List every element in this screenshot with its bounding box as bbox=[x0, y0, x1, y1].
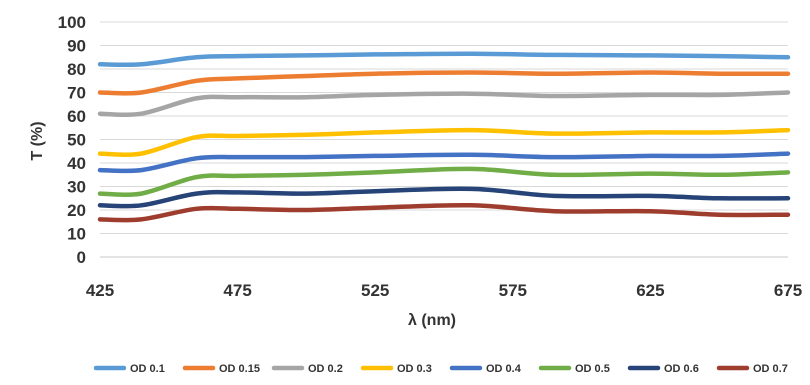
y-tick-label: 30 bbox=[67, 178, 86, 197]
y-tick-label: 100 bbox=[58, 13, 86, 32]
y-tick-label: 40 bbox=[67, 154, 86, 173]
series-line-od-0-7 bbox=[97, 202, 791, 223]
series-line-od-0-3 bbox=[97, 127, 791, 158]
y-tick-label: 80 bbox=[67, 60, 86, 79]
x-tick-label: 425 bbox=[86, 281, 114, 300]
legend-label: OD 0.6 bbox=[664, 363, 699, 375]
x-tick-label: 625 bbox=[636, 281, 664, 300]
y-tick-label: 70 bbox=[67, 84, 86, 103]
series-line-od-0-1 bbox=[97, 51, 791, 68]
y-tick-label: 60 bbox=[67, 107, 86, 126]
legend: OD 0.1 OD 0.15 OD 0.2 OD 0.3 OD 0.4 OD 0.5 OD … bbox=[93, 363, 788, 375]
y-axis-label: T (%) bbox=[29, 121, 46, 160]
y-tick-label: 90 bbox=[67, 37, 86, 56]
y-tick-label: 0 bbox=[77, 248, 86, 267]
legend-label: OD 0.2 bbox=[308, 363, 343, 375]
y-tick-label: 10 bbox=[67, 225, 86, 244]
legend-label: OD 0.3 bbox=[397, 363, 432, 375]
x-tick-label: 525 bbox=[361, 281, 389, 300]
x-tick-label: 675 bbox=[774, 281, 802, 300]
y-tick-label: 50 bbox=[67, 131, 86, 150]
legend-label: OD 0.4 bbox=[486, 363, 522, 375]
series-lines bbox=[97, 51, 791, 223]
series-line-od-0-4 bbox=[97, 151, 791, 174]
y-tick-label: 20 bbox=[67, 201, 86, 220]
series-line-od-0-2 bbox=[97, 90, 791, 118]
y-tick-labels: 0 10 20 30 40 50 60 70 80 90 100 bbox=[58, 13, 86, 267]
series-line-od-0-6 bbox=[97, 186, 791, 209]
series-line-od-0-5 bbox=[97, 166, 791, 198]
legend-label: OD 0.5 bbox=[575, 363, 610, 375]
series-line-od-0-15 bbox=[97, 70, 791, 96]
x-axis-label: λ (nm) bbox=[408, 312, 456, 329]
x-tick-label: 475 bbox=[223, 281, 251, 300]
legend-label: OD 0.1 bbox=[130, 363, 165, 375]
legend-label: OD 0.7 bbox=[753, 363, 788, 375]
x-tick-labels: 425 475 525 575 625 675 bbox=[86, 281, 802, 300]
x-tick-label: 575 bbox=[499, 281, 527, 300]
legend-label: OD 0.15 bbox=[219, 363, 260, 375]
